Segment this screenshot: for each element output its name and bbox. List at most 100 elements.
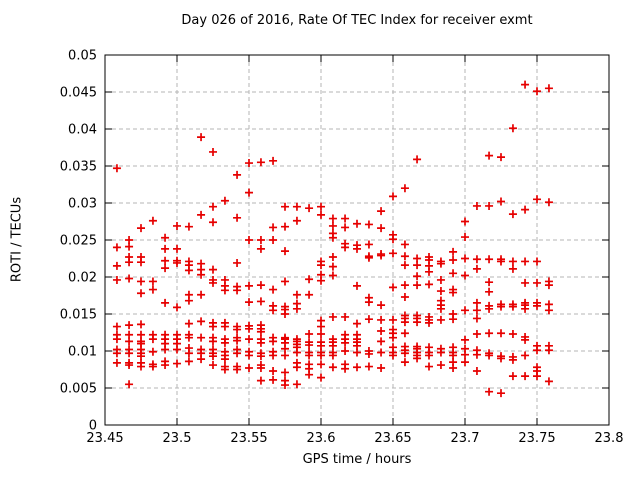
scatter-point <box>328 233 337 242</box>
scatter-point <box>341 338 350 347</box>
scatter-point <box>256 376 265 385</box>
scatter-point <box>353 319 361 328</box>
scatter-point <box>328 214 337 223</box>
scatter-point <box>220 365 229 374</box>
scatter-point <box>449 288 458 297</box>
scatter-point <box>112 261 121 270</box>
scatter-point <box>125 321 134 330</box>
scatter-point <box>472 366 481 375</box>
scatter-point <box>389 351 397 360</box>
scatter-point <box>125 274 134 283</box>
scatter-point <box>161 256 170 265</box>
y-tick-label: 0 <box>89 419 97 434</box>
scatter-point <box>292 216 301 225</box>
scatter-point <box>148 362 157 371</box>
scatter-point <box>112 243 121 252</box>
y-tick-label: 0.035 <box>60 160 97 175</box>
scatter-point <box>389 235 397 244</box>
y-tick-label: 0.03 <box>68 197 97 212</box>
scatter-point <box>425 318 433 327</box>
scatter-point <box>544 84 553 93</box>
scatter-point <box>233 365 242 374</box>
scatter-point <box>497 153 505 162</box>
scatter-point <box>485 255 494 264</box>
scatter-point <box>209 265 217 274</box>
y-tick-label: 0.015 <box>60 308 97 323</box>
scatter-point <box>377 315 386 324</box>
scatter-point <box>245 324 253 333</box>
scatter-point <box>233 349 242 358</box>
scatter-point <box>209 147 217 156</box>
scatter-point <box>292 348 301 357</box>
scatter-point <box>269 285 278 294</box>
scatter-point <box>292 363 301 372</box>
scatter-point <box>317 373 325 382</box>
scatter-point <box>137 320 145 329</box>
scatter-point <box>364 349 373 358</box>
scatter-point <box>413 272 422 281</box>
scatter-points <box>112 80 553 398</box>
scatter-point <box>137 258 145 267</box>
scatter-point <box>377 207 386 216</box>
scatter-point <box>281 381 289 390</box>
scatter-point <box>328 363 337 372</box>
scatter-point <box>112 275 121 284</box>
scatter-point <box>245 281 253 290</box>
scatter-point <box>269 351 278 360</box>
scatter-point <box>112 335 121 344</box>
scatter-point <box>209 322 217 331</box>
scatter-point <box>425 362 433 371</box>
scatter-point <box>197 317 206 326</box>
scatter-point <box>400 358 409 367</box>
scatter-point <box>269 366 278 375</box>
scatter-point <box>364 240 373 249</box>
scatter-point <box>197 333 206 342</box>
scatter-point <box>209 218 217 227</box>
scatter-point <box>341 214 350 223</box>
scatter-point <box>220 286 229 295</box>
scatter-point <box>521 278 530 287</box>
scatter-point <box>317 210 325 219</box>
scatter-point <box>161 264 170 273</box>
scatter-point <box>449 315 458 324</box>
scatter-point <box>461 306 469 315</box>
scatter-point <box>233 286 242 295</box>
scatter-point <box>197 290 206 299</box>
axis-ticks <box>104 54 610 426</box>
scatter-point <box>364 298 373 307</box>
scatter-point <box>197 210 206 219</box>
scatter-point <box>521 257 530 266</box>
scatter-point <box>173 244 181 253</box>
scatter-point <box>508 210 517 219</box>
scatter-point <box>521 304 530 313</box>
scatter-point <box>292 304 301 313</box>
scatter-point <box>413 318 422 327</box>
scatter-point <box>353 244 361 253</box>
scatter-point <box>161 345 170 354</box>
scatter-point <box>472 329 481 338</box>
scatter-point <box>112 322 121 331</box>
scatter-point <box>184 319 193 328</box>
scatter-point <box>281 351 289 360</box>
scatter-point <box>125 258 134 267</box>
scatter-point <box>461 358 469 367</box>
scatter-point <box>377 348 386 357</box>
scatter-point <box>461 217 469 226</box>
scatter-point <box>436 259 445 268</box>
scatter-point <box>472 264 481 273</box>
scatter-point <box>245 236 253 244</box>
y-tick-label: 0.04 <box>68 123 97 138</box>
x-tick-label: 23.65 <box>374 431 411 446</box>
scatter-point <box>245 335 253 344</box>
scatter-point <box>497 329 505 338</box>
y-tick-label: 0.045 <box>60 86 97 101</box>
scatter-point <box>245 351 253 360</box>
scatter-point <box>173 258 181 267</box>
scatter-point <box>461 254 469 263</box>
x-tick-label: 23.75 <box>518 431 555 446</box>
scatter-point <box>508 264 517 273</box>
scatter-point <box>436 361 445 370</box>
scatter-point <box>256 244 265 253</box>
scatter-point <box>173 359 181 368</box>
scatter-point <box>425 280 433 289</box>
